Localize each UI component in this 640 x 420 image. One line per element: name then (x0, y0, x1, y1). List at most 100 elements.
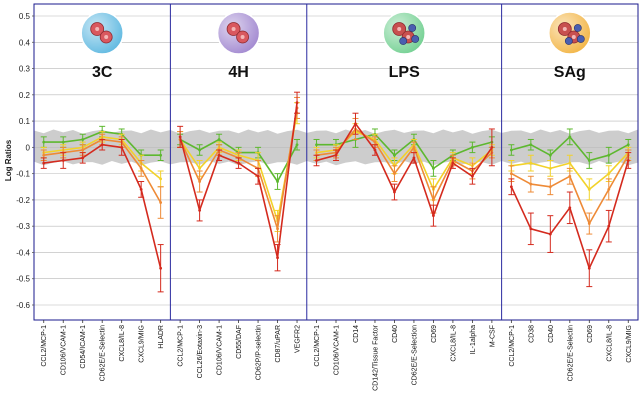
x-category-label: CD62E/E-Selectin (567, 325, 574, 382)
series-red-point (607, 224, 611, 228)
series-yellow-point (587, 188, 591, 191)
x-category-label: CD106/VCAM-1 (334, 325, 341, 375)
x-category-label: CD55/DAF (236, 325, 243, 359)
x-category-label: CD38 (528, 325, 535, 343)
cell-cluster-violet-icon-nucleus (231, 27, 236, 31)
series-yellow-point (159, 177, 163, 181)
series-red-line (316, 122, 493, 217)
series-layer (40, 91, 632, 293)
x-category-label: HLADR (158, 325, 165, 349)
x-category-label: IL-1alpha (470, 325, 477, 354)
series-yellow-point (568, 161, 572, 165)
series-red-point (256, 174, 260, 178)
series-red-point (393, 190, 396, 194)
y-tick-label: -0.5 (16, 275, 30, 284)
series-yellow-point (198, 166, 202, 170)
series-red-point (217, 153, 221, 157)
cell-cluster-green-icon-particle (399, 37, 408, 45)
series-green-point (217, 138, 221, 141)
series-red-point (198, 209, 202, 212)
panel-header-layer: 3C 4H LPS SAg (80, 11, 592, 81)
series-red-point (315, 159, 318, 162)
series-green-line (316, 133, 493, 170)
series-orange-point (159, 201, 163, 204)
series-orange-point (568, 174, 572, 178)
series-red-point (568, 206, 572, 210)
series-yellow-point (529, 161, 533, 165)
series-red-point (548, 232, 552, 236)
x-category-label: CD106/VCAM-1 (217, 325, 224, 375)
series-green-point (81, 138, 85, 141)
x-category-label: CXCL8/IL-8 (450, 325, 457, 362)
series-green-point (61, 140, 65, 144)
y-tick-label: -0.3 (16, 222, 30, 231)
series-red-point (81, 156, 85, 160)
x-category-label: CCL2/MCP-1 (178, 325, 185, 367)
cell-cluster-orange-icon-particle (576, 35, 585, 43)
x-category-label: CXCL9/MIG (626, 325, 633, 363)
series-red-point (354, 122, 357, 126)
series-green-point (529, 143, 533, 147)
series-red-point (120, 145, 124, 149)
cell-cluster-orange-icon (548, 11, 592, 55)
panel-label-4h: 4H (228, 64, 248, 81)
cell-cluster-green-icon-particle (411, 35, 420, 43)
y-axis-title: Log Ratios (4, 139, 13, 181)
series-red-point (451, 161, 455, 165)
cell-cluster-orange-icon-nucleus (562, 27, 567, 31)
series-orange-point (587, 222, 591, 225)
cell-cluster-red-icon-nucleus (104, 35, 109, 39)
series-green-point (198, 148, 202, 152)
series-red-point (470, 174, 474, 178)
series-orange-point (509, 172, 513, 176)
series-green-point (42, 140, 46, 144)
x-category-label: CD62P/P-selectin (256, 325, 263, 380)
series-red-point (509, 185, 513, 189)
x-category-label: CCL26/Eotaxin-3 (197, 325, 204, 378)
x-category-label: CD54/ICAM-1 (80, 325, 87, 369)
y-tick-label: 0.5 (19, 12, 31, 21)
x-category-label: CCL2/MCP-1 (509, 325, 516, 367)
series-green-point (470, 145, 474, 149)
x-category-label: CD69 (431, 325, 438, 343)
y-tick-label: 0 (26, 143, 31, 152)
axis-labels-layer: 0.5 0.4 0.3 0.2 0.1 0 -0.1 -0.2 -0.3 -0.4 -0.5 -0.6… (4, 12, 633, 391)
series-green-point (295, 143, 299, 147)
cell-cluster-green-icon-nucleus (406, 35, 411, 39)
series-green-point (159, 153, 163, 157)
cell-cluster-orange-icon-particle (573, 24, 582, 32)
cell-cluster-violet-icon (216, 11, 261, 55)
series-orange-point (81, 148, 85, 152)
x-category-label: CD62E/E-Selectin (100, 325, 107, 382)
x-category-label: CXCL8/IL-8 (606, 325, 613, 362)
series-orange-point (373, 140, 377, 144)
x-category-label: M-CSF (489, 325, 496, 347)
y-tick-label: -0.2 (16, 196, 30, 205)
y-tick-label: 0.2 (19, 91, 31, 100)
cell-cluster-green-icon-particle (408, 24, 417, 32)
series-red-point (139, 188, 143, 191)
series-red-point (61, 159, 65, 162)
x-category-label: CD62E/E-Selection (411, 325, 418, 385)
series-green-point (432, 166, 435, 170)
x-category-label: CXCL8/IL-8 (119, 325, 126, 362)
panel-label-lps: LPS (389, 64, 420, 81)
series-red-point (178, 135, 182, 139)
x-category-label: CD14 (353, 325, 360, 343)
series-orange-point (42, 153, 46, 157)
cell-cluster-red-icon (80, 11, 124, 55)
series-orange-point (529, 182, 533, 186)
series-yellow-point (548, 166, 552, 170)
series-red-point (587, 266, 591, 270)
x-category-label: CD142/Tissue Factor (372, 324, 379, 391)
series-red-point (237, 161, 240, 165)
series-red-point (626, 159, 630, 162)
panel-label-sag: SAg (554, 64, 586, 81)
x-category-label: CD87/uPAR (275, 325, 282, 363)
series-green-point (548, 153, 552, 157)
y-tick-label: -0.4 (16, 248, 30, 257)
y-tick-label: -0.1 (16, 170, 30, 179)
series-green-point (587, 159, 591, 162)
cell-cluster-violet-icon-nucleus (240, 35, 245, 39)
